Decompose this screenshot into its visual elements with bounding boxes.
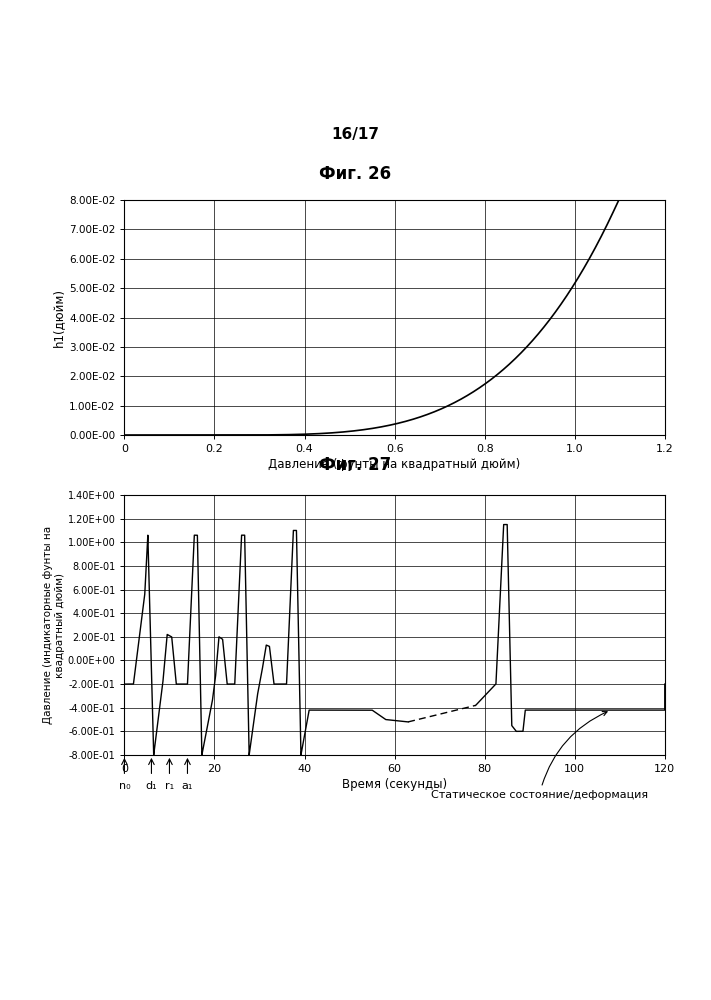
Text: Фиг. 27: Фиг. 27 xyxy=(319,456,392,474)
Text: n₀: n₀ xyxy=(119,781,130,791)
X-axis label: Время (секунды): Время (секунды) xyxy=(342,778,447,791)
Text: r₁: r₁ xyxy=(165,781,174,791)
Text: 16/17: 16/17 xyxy=(331,127,380,142)
Text: Статическое состояние/деформация: Статическое состояние/деформация xyxy=(431,712,648,800)
Y-axis label: h1(дюйм): h1(дюйм) xyxy=(52,288,65,347)
Y-axis label: Давление (индикаторные фунты на
квадратный дюйм): Давление (индикаторные фунты на квадратн… xyxy=(43,526,65,724)
Text: d₁: d₁ xyxy=(146,781,157,791)
Text: a₁: a₁ xyxy=(182,781,193,791)
X-axis label: Давление (фунты на квадратный дюйм): Давление (фунты на квадратный дюйм) xyxy=(269,458,520,471)
Text: Фиг. 26: Фиг. 26 xyxy=(319,165,392,183)
